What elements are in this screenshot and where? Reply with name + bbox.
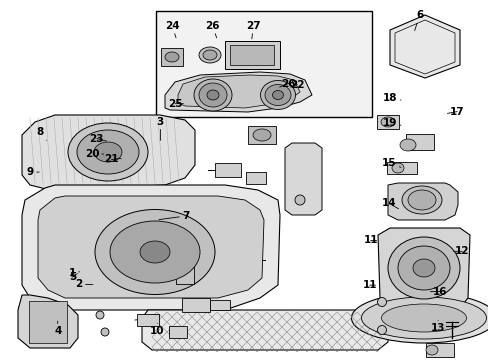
Bar	[182, 298, 209, 312]
Ellipse shape	[68, 123, 148, 181]
Ellipse shape	[377, 325, 386, 334]
Polygon shape	[142, 310, 387, 350]
Text: 7: 7	[159, 211, 189, 221]
Bar	[405, 134, 433, 150]
Text: 8: 8	[37, 127, 46, 140]
Text: 2: 2	[76, 279, 93, 289]
Bar	[137, 314, 159, 326]
Ellipse shape	[260, 81, 295, 109]
Text: 5: 5	[69, 272, 77, 282]
Text: 16: 16	[429, 287, 447, 297]
Bar	[29, 301, 67, 343]
Polygon shape	[22, 185, 280, 310]
Bar	[247, 126, 275, 144]
Text: 25: 25	[167, 99, 183, 109]
Ellipse shape	[96, 311, 104, 319]
Ellipse shape	[199, 83, 226, 107]
Ellipse shape	[264, 85, 290, 105]
Polygon shape	[387, 183, 457, 220]
Bar	[155, 11, 371, 117]
Bar	[425, 343, 453, 357]
Text: 18: 18	[382, 93, 400, 103]
Ellipse shape	[391, 163, 403, 173]
Text: 26: 26	[279, 78, 295, 89]
Text: 22: 22	[289, 80, 304, 90]
Text: 26: 26	[205, 21, 220, 38]
Text: 11: 11	[362, 280, 376, 290]
Text: 3: 3	[157, 117, 163, 140]
Polygon shape	[18, 295, 78, 348]
Ellipse shape	[387, 237, 459, 299]
Ellipse shape	[140, 241, 170, 263]
Bar	[161, 48, 183, 66]
Bar	[215, 163, 241, 177]
Bar	[169, 326, 186, 338]
Ellipse shape	[194, 79, 231, 111]
Ellipse shape	[252, 129, 270, 141]
Ellipse shape	[94, 142, 122, 162]
Bar	[224, 41, 279, 69]
Bar	[245, 172, 265, 184]
Ellipse shape	[95, 210, 215, 294]
Ellipse shape	[407, 190, 435, 210]
Text: 27: 27	[245, 21, 260, 39]
Ellipse shape	[412, 259, 434, 277]
Text: 17: 17	[447, 107, 464, 117]
Bar	[386, 162, 416, 174]
Ellipse shape	[203, 50, 217, 60]
Text: 10: 10	[150, 323, 164, 336]
Polygon shape	[285, 143, 321, 215]
Text: 11: 11	[363, 235, 377, 246]
Ellipse shape	[77, 130, 139, 174]
Ellipse shape	[206, 90, 219, 100]
Text: 21: 21	[104, 154, 121, 165]
Ellipse shape	[272, 90, 283, 99]
Text: 4: 4	[54, 321, 61, 336]
Polygon shape	[389, 15, 459, 78]
Text: 23: 23	[89, 134, 106, 144]
Bar	[376, 115, 398, 129]
Text: 20: 20	[84, 149, 103, 159]
Ellipse shape	[401, 186, 441, 214]
Bar	[176, 266, 194, 284]
Text: 19: 19	[382, 118, 400, 128]
Ellipse shape	[199, 47, 221, 63]
Ellipse shape	[101, 328, 109, 336]
Ellipse shape	[397, 246, 449, 290]
Ellipse shape	[425, 345, 437, 355]
Text: 15: 15	[381, 158, 400, 168]
Polygon shape	[22, 115, 195, 190]
Ellipse shape	[381, 304, 466, 332]
Bar	[209, 300, 229, 310]
Text: 24: 24	[164, 21, 179, 38]
Ellipse shape	[351, 293, 488, 343]
Text: 6: 6	[414, 10, 422, 31]
Polygon shape	[164, 72, 311, 112]
Polygon shape	[38, 196, 264, 298]
Ellipse shape	[110, 221, 200, 283]
Text: 1: 1	[69, 268, 80, 278]
Polygon shape	[178, 75, 299, 108]
Text: 12: 12	[453, 246, 468, 256]
Text: 14: 14	[381, 198, 398, 209]
Text: 9: 9	[27, 167, 39, 177]
Ellipse shape	[294, 195, 305, 205]
Text: 13: 13	[430, 320, 445, 333]
Ellipse shape	[399, 139, 415, 151]
Ellipse shape	[380, 117, 394, 127]
Ellipse shape	[361, 297, 486, 339]
Polygon shape	[377, 228, 469, 308]
Bar	[229, 45, 273, 65]
Ellipse shape	[164, 52, 179, 62]
Ellipse shape	[377, 297, 386, 306]
